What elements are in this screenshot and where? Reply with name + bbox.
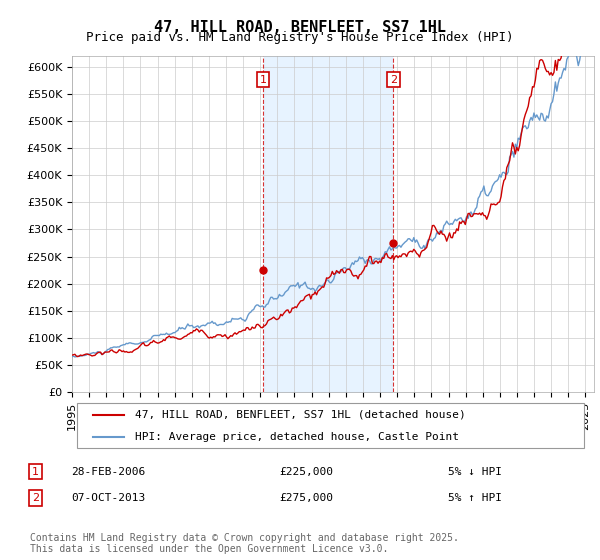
Text: £275,000: £275,000 (279, 493, 333, 503)
Text: £225,000: £225,000 (279, 466, 333, 477)
Text: HPI: Average price, detached house, Castle Point: HPI: Average price, detached house, Cast… (134, 432, 458, 442)
Text: 5% ↓ HPI: 5% ↓ HPI (448, 466, 502, 477)
Text: 47, HILL ROAD, BENFLEET, SS7 1HL (detached house): 47, HILL ROAD, BENFLEET, SS7 1HL (detach… (134, 409, 466, 419)
Text: 47, HILL ROAD, BENFLEET, SS7 1HL: 47, HILL ROAD, BENFLEET, SS7 1HL (154, 20, 446, 35)
Text: Price paid vs. HM Land Registry's House Price Index (HPI): Price paid vs. HM Land Registry's House … (86, 31, 514, 44)
Text: 28-FEB-2006: 28-FEB-2006 (71, 466, 146, 477)
Text: 1: 1 (32, 466, 39, 477)
Text: 07-OCT-2013: 07-OCT-2013 (71, 493, 146, 503)
Text: Contains HM Land Registry data © Crown copyright and database right 2025.
This d: Contains HM Land Registry data © Crown c… (30, 533, 459, 554)
Text: 5% ↑ HPI: 5% ↑ HPI (448, 493, 502, 503)
FancyBboxPatch shape (77, 403, 584, 448)
Text: 2: 2 (389, 74, 397, 85)
Text: 1: 1 (260, 74, 266, 85)
Text: 2: 2 (32, 493, 39, 503)
